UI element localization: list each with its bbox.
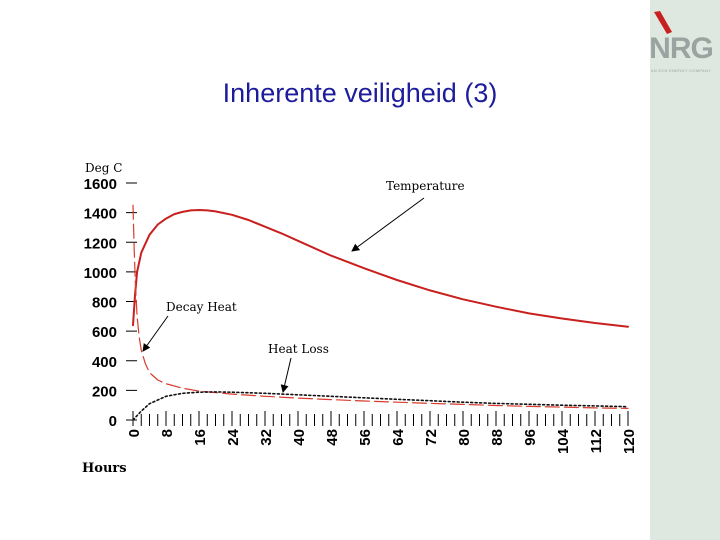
y-axis-label: Deg C (85, 161, 122, 175)
x-tick-label: 24 (225, 428, 242, 445)
x-tick-label: 72 (423, 429, 440, 446)
x-tick-label: 104 (555, 428, 572, 454)
logo-slash-icon (654, 11, 672, 34)
x-tick-label: 64 (390, 428, 407, 445)
y-tick-label: 1200 (84, 235, 117, 252)
slide-title: Inherente veiligheid (3) (222, 78, 498, 108)
x-tick-label: 88 (489, 429, 506, 446)
y-tick-label: 1600 (84, 176, 117, 193)
arrow-heat-loss (280, 357, 292, 393)
y-tick-label: 600 (92, 324, 117, 341)
y-tick-label: 800 (92, 295, 117, 312)
series-line-heat-loss (132, 391, 629, 421)
y-tick-label: 1000 (84, 265, 117, 282)
x-tick-label: 56 (357, 429, 374, 446)
series-layer (132, 204, 629, 421)
arrow-decay-heat (142, 315, 169, 352)
y-tick-label: 1400 (84, 206, 117, 223)
y-axis: 0 200 400 600 800 1000 1200 1400 1600 (84, 176, 137, 430)
annotation-temperature: Temperature (386, 179, 465, 193)
nrg-logo: NRG AN ECN ENERGY COMPANY (646, 10, 716, 80)
x-tick-label: 40 (291, 429, 308, 446)
series-line-decay-heat (132, 204, 629, 409)
series-line-temperature (132, 209, 629, 328)
x-axis: 0 8 16 24 32 40 48 56 64 72 80 88 96 104 112 120 (126, 411, 638, 454)
x-tick-label: 80 (456, 429, 473, 446)
x-tick-label: 16 (192, 429, 209, 446)
x-tick-label: 32 (258, 429, 275, 446)
y-tick-label: 200 (92, 383, 117, 400)
annotation-decay-heat: Decay Heat (166, 300, 237, 314)
x-tick-label: 120 (621, 429, 638, 454)
x-tick-label: 0 (126, 429, 143, 437)
x-tick-label: 48 (324, 429, 341, 446)
x-tick-label: 96 (522, 429, 539, 446)
x-axis-label: Hours (82, 461, 127, 476)
logo-subtext: AN ECN ENERGY COMPANY (650, 68, 712, 73)
y-tick-label: 0 (109, 413, 117, 430)
sidebar-panel (650, 0, 720, 540)
x-tick-label: 8 (159, 429, 176, 437)
y-tick-label: 400 (92, 354, 117, 371)
x-tick-label: 112 (588, 429, 605, 453)
logo-text: NRG (649, 32, 714, 65)
annotation-heat-loss: Heat Loss (268, 342, 329, 356)
arrow-temperature (351, 197, 425, 252)
